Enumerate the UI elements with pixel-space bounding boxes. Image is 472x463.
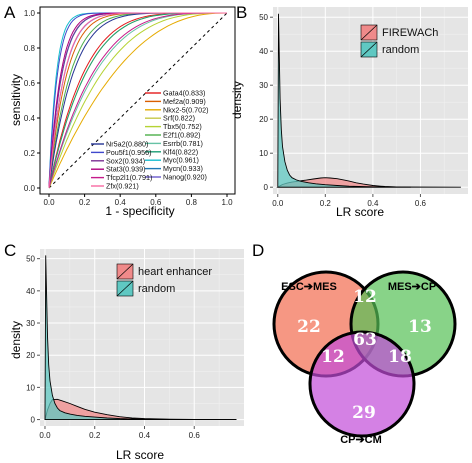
legend-swatch-line: [360, 41, 378, 58]
roc-legend-label: Myc(0.961): [163, 156, 199, 165]
c-y-axis-title: density: [9, 321, 23, 359]
legend-swatch-line: [360, 24, 378, 41]
venn-circle: [308, 330, 416, 438]
panel-a: A 0.00.20.40.60.81.0 0.0 0.2 0.4 0.6 0.8 1.0 …: [4, 3, 236, 218]
b-x-axis-title: LR score: [336, 205, 384, 219]
roc-legend-label: Nkx2-5(0.702): [163, 105, 209, 114]
y-tick-label: 0: [264, 183, 269, 192]
legend-swatch-line: [116, 263, 134, 280]
panel-label-c: C: [4, 241, 16, 260]
y-tick-label: 50: [259, 13, 268, 22]
legend-label: random: [138, 283, 175, 295]
b-y-axis-title: density: [230, 81, 244, 119]
venn-set-label: CP➔CM: [340, 434, 382, 446]
density-plot-background: [40, 249, 244, 426]
roc-y-tick-label: 0.6: [24, 79, 36, 88]
panel-label-d: D: [252, 241, 264, 260]
venn-region-count: 63: [353, 330, 377, 350]
roc-curve: [48, 12, 227, 188]
venn-set-label: ESC➔MES: [281, 281, 337, 293]
roc-x-tick-label: 0.8: [186, 198, 198, 207]
venn-region-count: 13: [408, 317, 432, 337]
roc-curve: [48, 12, 228, 189]
venn-region-count: 29: [352, 403, 376, 423]
roc-legend-label: Sox2(0.934): [106, 156, 145, 165]
x-tick-label: 0.4: [367, 199, 379, 208]
roc-y-tick-label: 0.8: [24, 44, 36, 53]
roc-x-tick-label: 0.0: [43, 198, 55, 207]
panel-c: C 0 10 20 30 40 50 0.0 0.2 0.4 0.6 heart enhancer r…: [4, 241, 244, 462]
roc-curve: [48, 12, 227, 189]
y-tick-label: 30: [259, 81, 268, 90]
panel-d: D ESC➔MES MES➔CP CP➔CM 22 13 29 12 12 18 63: [252, 241, 457, 446]
x-tick-label: 0.6: [415, 199, 427, 208]
y-tick-label: 10: [26, 383, 35, 392]
roc-legend-label: Stat3(0.939): [106, 165, 146, 174]
venn-set-label: MES➔CP: [388, 281, 436, 293]
legend-label: random: [382, 44, 419, 56]
density-area: [44, 255, 237, 421]
roc-legend-label: Zfx(0.921): [106, 182, 139, 191]
roc-legend-label: Klf4(0.822): [163, 147, 198, 156]
roc-y-tick-label: 0.0: [24, 184, 36, 193]
roc-x-tick-label: 0.6: [150, 198, 162, 207]
y-tick-label: 40: [26, 287, 35, 296]
roc-x-tick-label: 1.0: [221, 198, 233, 207]
y-tick-label: 20: [26, 351, 35, 360]
x-tick-label: 0.2: [89, 431, 101, 440]
legend-label: FIREWACh: [382, 27, 438, 39]
density-area: [277, 13, 461, 188]
x-tick-label: 0.2: [320, 199, 332, 208]
x-tick-label: 0.0: [272, 199, 284, 208]
venn-region-count: 22: [297, 317, 321, 337]
roc-legend-label: Tbx5(0.752): [163, 122, 202, 131]
roc-legend-label: Mef2a(0.909): [163, 97, 206, 106]
roc-curve: [48, 12, 227, 188]
roc-y-axis-title: sensitivity: [9, 74, 23, 126]
y-tick-label: 40: [259, 47, 268, 56]
roc-x-tick-label: 0.2: [79, 198, 91, 207]
roc-legend-label: Tfcp2l1(0.791): [106, 173, 152, 182]
roc-curve: [48, 12, 227, 188]
panel-label-a: A: [4, 3, 16, 22]
roc-y-tick-label: 1.0: [24, 9, 36, 18]
legend-label: heart enhancer: [138, 266, 212, 278]
roc-legend-label: Nr5a2(0.880): [106, 140, 148, 149]
venn-region-count: 12: [321, 347, 345, 367]
roc-legend-label: Srf(0.822): [163, 114, 195, 123]
x-tick-label: 0.6: [189, 431, 201, 440]
roc-x-tick-label: 0.4: [115, 198, 127, 207]
roc-x-axis-title: 1 - specificity: [105, 204, 174, 218]
y-tick-label: 50: [26, 255, 35, 264]
venn-region-count: 12: [353, 287, 377, 307]
c-x-axis-title: LR score: [116, 448, 164, 462]
roc-legend-label: Mycn(0.933): [163, 164, 203, 173]
legend-swatch-line: [116, 280, 134, 297]
roc-legend-label: E2f1(0.892): [163, 131, 201, 140]
roc-legend-label: Pou5f1(0.956): [106, 148, 152, 157]
roc-legend-label: Nanog(0.920): [163, 173, 207, 182]
y-tick-label: 20: [259, 115, 268, 124]
venn-region-count: 18: [388, 347, 412, 367]
roc-legend-label: Esrrb(0.781): [163, 139, 203, 148]
roc-y-tick-label: 0.4: [24, 114, 36, 123]
y-tick-label: 0: [31, 416, 36, 425]
x-tick-label: 0.4: [139, 431, 151, 440]
x-tick-label: 0.0: [39, 431, 51, 440]
roc-y-tick-label: 0.2: [24, 149, 36, 158]
y-tick-label: 10: [259, 149, 268, 158]
y-tick-label: 30: [26, 319, 35, 328]
panel-label-b: B: [236, 3, 247, 22]
roc-legend-label: Gata4(0.833): [163, 89, 205, 98]
